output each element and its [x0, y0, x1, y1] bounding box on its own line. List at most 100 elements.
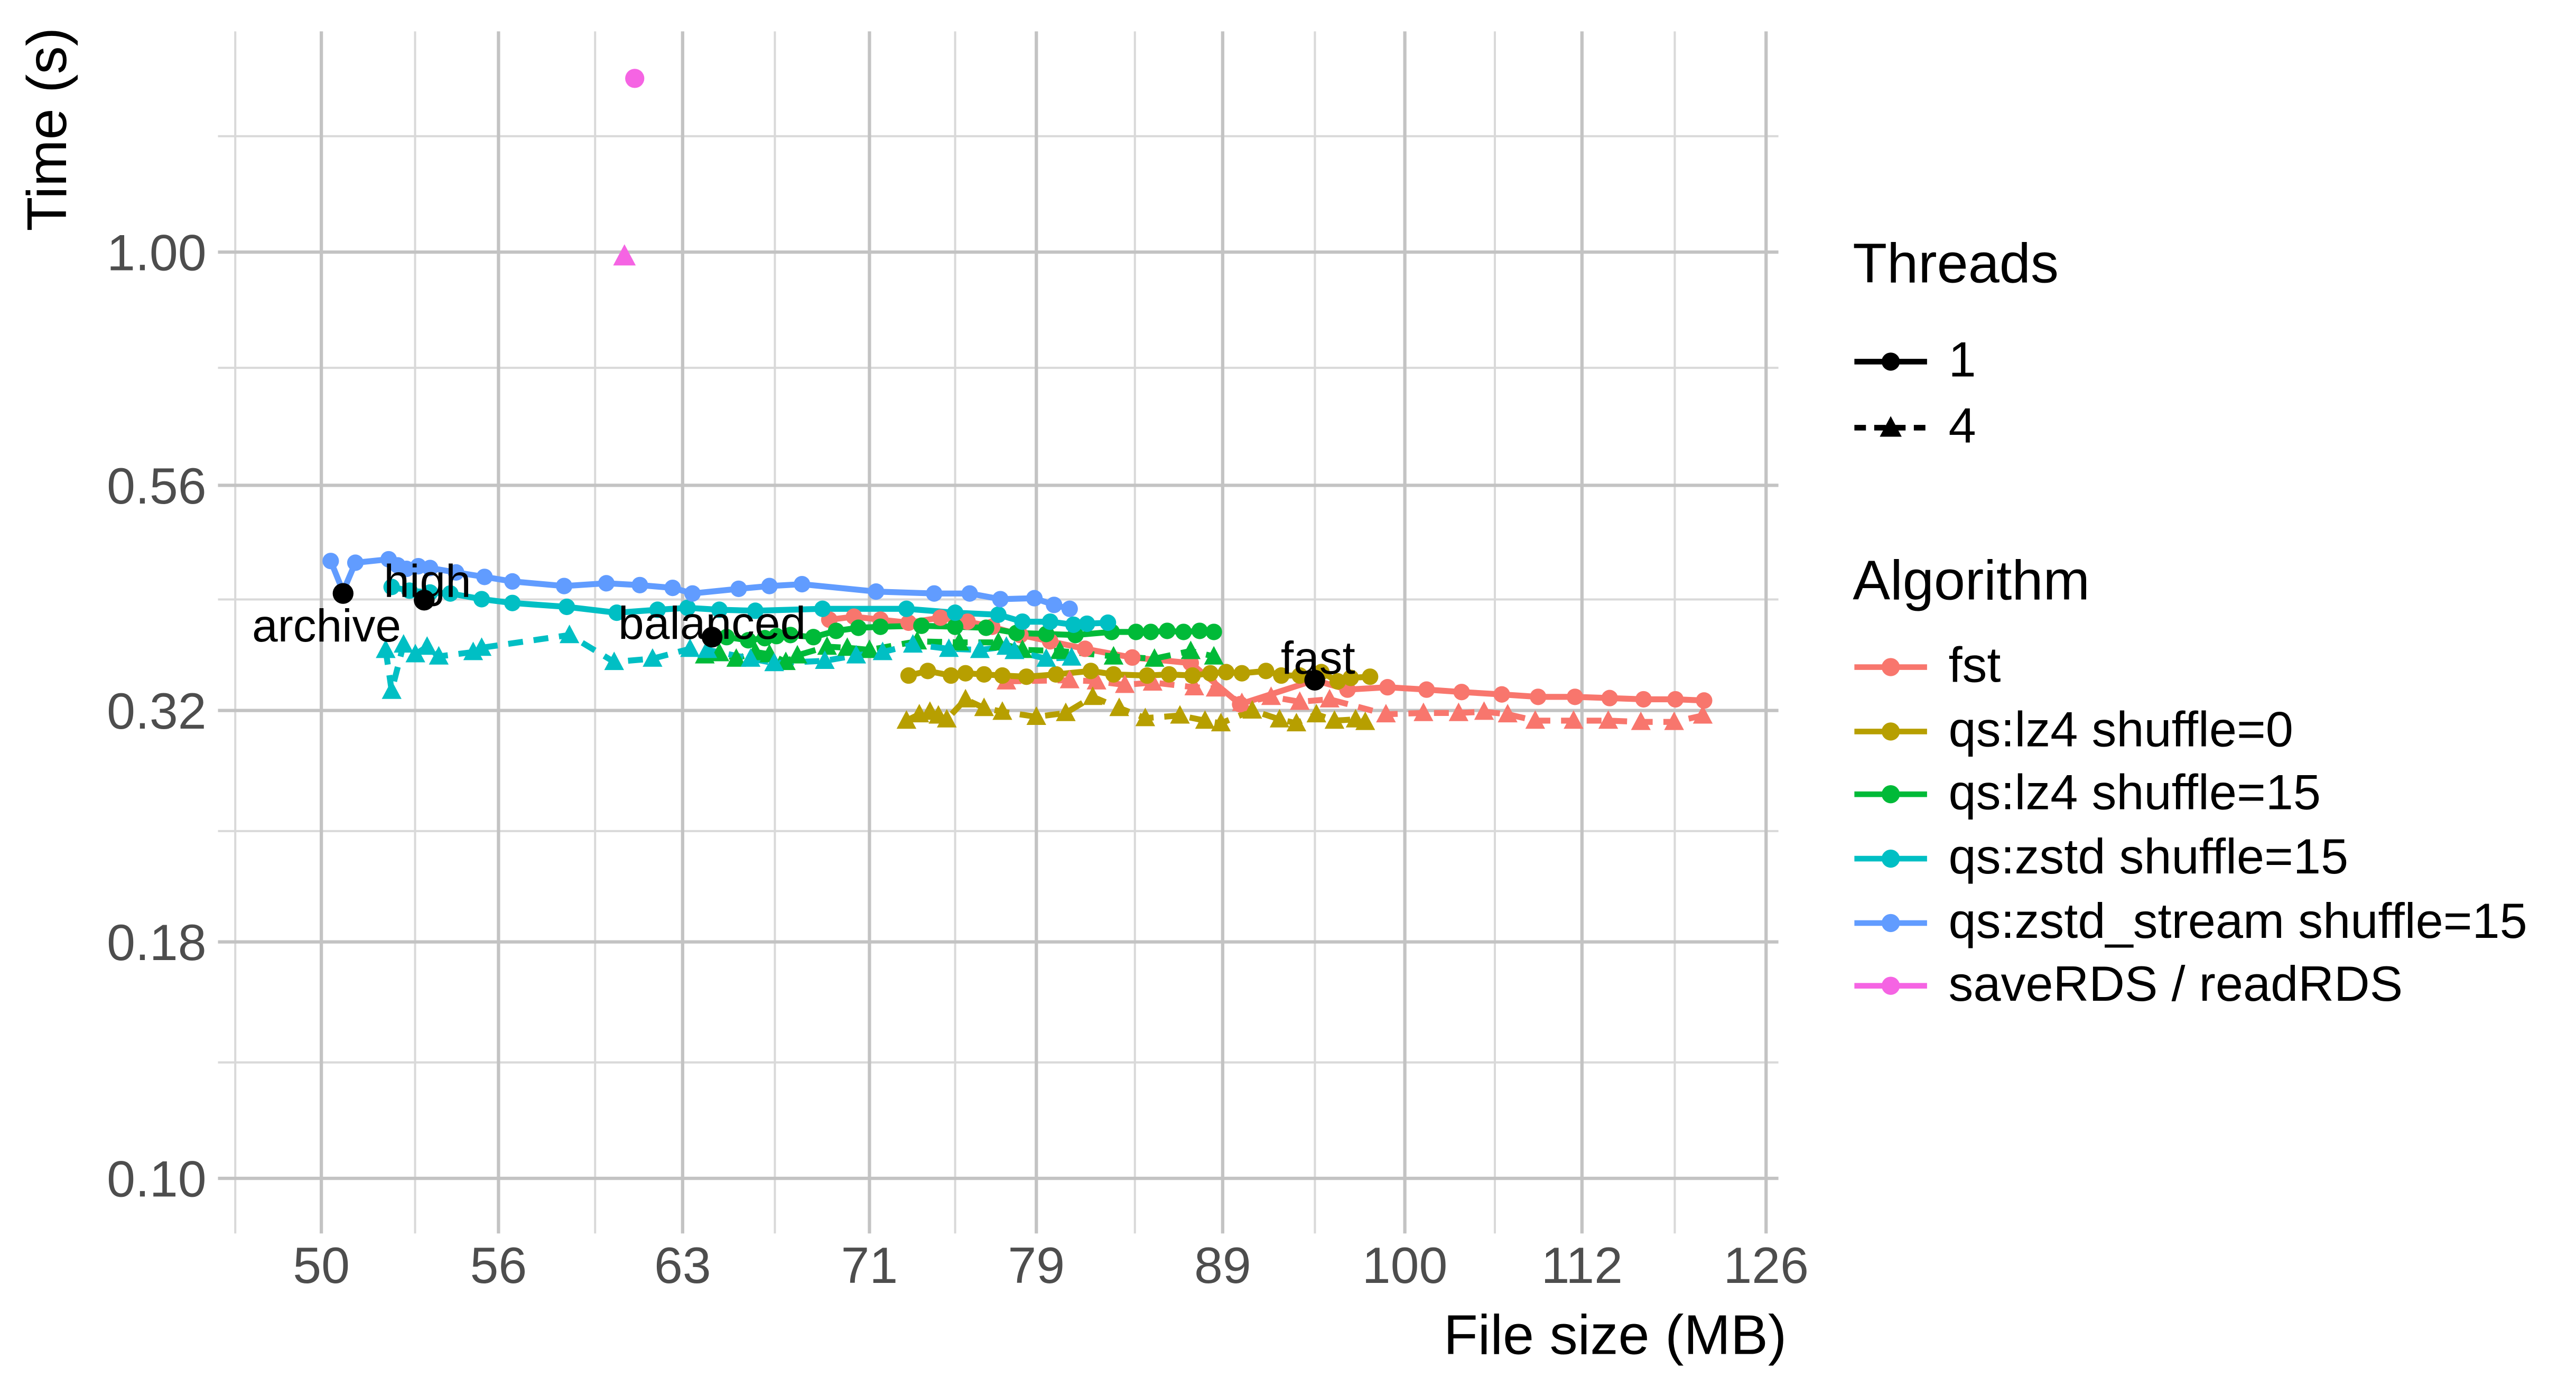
- legend-key-triangle: [1854, 416, 1927, 437]
- marker-qs-zstd-shuffle-15-t4: [903, 634, 923, 653]
- marker-qs-lz4-shuffle-15-t1: [913, 617, 930, 634]
- marker-qs-zstd-shuffle-15-t4: [405, 644, 425, 663]
- marker-qs-zstd-shuffle-15-t4: [846, 645, 867, 664]
- svg-text:63: 63: [654, 1236, 711, 1294]
- marker-qs-lz4-shuffle-15-t4: [817, 636, 837, 655]
- legend-item-threads-1: 1: [1853, 329, 2563, 395]
- marker-qs-zstd-shuffle-15-t4: [697, 639, 718, 658]
- marker-qs-lz4-shuffle-15-t1: [978, 619, 994, 636]
- marker-qs-lz4-shuffle-0-t4: [1355, 711, 1375, 730]
- marker-qs-zstd-shuffle-15-t4: [643, 648, 663, 667]
- marker-qs-zstd-shuffle-15-t1: [1078, 615, 1095, 632]
- marker-qs-lz4-shuffle-0-t1: [975, 666, 992, 683]
- marker-qs-zstd-shuffle-15-t4: [429, 646, 449, 665]
- legend-item-qs-lz4-shuffle-0: qs:lz4 shuffle=0: [1853, 700, 2563, 764]
- marker-qs-zstd-shuffle-15-t4: [740, 648, 761, 667]
- marker-qs-lz4-shuffle-0-t1: [900, 667, 917, 684]
- x-axis-title: File size (MB): [1444, 1304, 1787, 1366]
- marker-qs-zstd-stream-shuffle-15-t1: [631, 576, 648, 593]
- preset-label-archive: archive: [252, 600, 401, 651]
- marker-qs-zstd-shuffle-15-t4: [604, 651, 624, 671]
- marker-qs-lz4-shuffle-0-t1: [1139, 667, 1156, 684]
- marker-fst-t1: [1418, 681, 1435, 698]
- marker-qs-zstd-stream-shuffle-15-t1: [1046, 597, 1063, 613]
- marker-qs-zstd-shuffle-15-t1: [814, 600, 831, 617]
- marker-qs-lz4-shuffle-0-t1: [1160, 666, 1178, 683]
- marker-qs-lz4-shuffle-0-t1: [1202, 665, 1219, 682]
- marker-qs-lz4-shuffle-0-t1: [1047, 666, 1065, 683]
- legend-key-circle: [1854, 352, 1927, 371]
- marker-qs-lz4-shuffle-15-t1: [768, 628, 785, 645]
- legend-item-fst: fst: [1853, 636, 2563, 700]
- marker-fst-t4: [1319, 688, 1340, 708]
- marker-fst-t1: [1076, 640, 1094, 657]
- preset-dot-balanced: [701, 627, 723, 648]
- marker-fst-t1: [1696, 692, 1713, 709]
- marker-qs-lz4-shuffle-15-t1: [1205, 623, 1222, 640]
- marker-qs-zstd-shuffle-15-t4: [815, 650, 835, 669]
- marker-qs-lz4-shuffle-0-t1: [943, 667, 960, 684]
- legend-key-circle: [1854, 722, 1927, 741]
- marker-qs-lz4-shuffle-15-t1: [946, 618, 964, 635]
- marker-fst-t1: [1530, 688, 1547, 705]
- marker-qs-zstd-shuffle-15-t4: [394, 634, 414, 653]
- preset-dot-high: [414, 590, 435, 611]
- marker-qs-zstd-stream-shuffle-15-t1: [664, 579, 681, 597]
- marker-qs-zstd-shuffle-15-t1: [946, 604, 964, 621]
- marker-qs-zstd-shuffle-15-t1: [504, 594, 521, 611]
- marker-saveRDS-readRDS-t4: [613, 244, 636, 266]
- marker-qs-zstd-stream-shuffle-15-t1: [684, 585, 701, 602]
- marker-qs-lz4-shuffle-0-t1: [1329, 673, 1346, 690]
- marker-fst-t4: [1184, 676, 1204, 696]
- marker-qs-lz4-shuffle-15-t4: [1103, 646, 1124, 665]
- x-tick-labels: 50 56 63 71 79 89 100 112 126: [293, 1236, 1809, 1294]
- marker-qs-zstd-shuffle-15-t4: [382, 680, 402, 699]
- marker-fst-t1: [900, 614, 917, 631]
- marker-qs-lz4-shuffle-15-t1: [1142, 623, 1159, 640]
- marker-qs-lz4-shuffle-0-t4: [1306, 704, 1326, 723]
- marker-qs-lz4-shuffle-0-t1: [1217, 664, 1235, 681]
- marker-fst-t4: [1692, 705, 1713, 724]
- marker-qs-zstd-stream-shuffle-15-t1: [347, 554, 364, 571]
- svg-text:71: 71: [841, 1236, 898, 1294]
- marker-qs-zstd-stream-shuffle-15-t1: [598, 575, 615, 592]
- marker-fst-t4: [1115, 674, 1135, 693]
- marker-qs-lz4-shuffle-0-t1: [1018, 668, 1035, 685]
- marker-qs-lz4-shuffle-0-t1: [1362, 668, 1379, 685]
- marker-qs-zstd-shuffle-15-t4: [680, 638, 700, 657]
- marker-qs-zstd-stream-shuffle-15-t1: [761, 578, 778, 594]
- line-fst-t4: [1006, 677, 1704, 725]
- marker-fst-t1: [932, 609, 949, 626]
- svg-text:112: 112: [1541, 1236, 1623, 1294]
- marker-qs-zstd-stream-shuffle-15-t1: [961, 585, 978, 602]
- legend-algorithm-title: Algorithm: [1853, 550, 2090, 613]
- marker-qs-lz4-shuffle-0-t4: [1056, 702, 1076, 721]
- marker-qs-lz4-shuffle-15-t4: [1204, 646, 1224, 665]
- legend-item-label: saveRDS / readRDS: [1948, 958, 2403, 1013]
- marker-qs-zstd-shuffle-15-t1: [608, 604, 625, 621]
- preset-dot-fast: [1304, 669, 1325, 691]
- marker-qs-zstd-shuffle-15-t4: [1005, 640, 1025, 659]
- marker-saveRDS-readRDS-t1: [625, 69, 645, 88]
- marker-qs-lz4-shuffle-0-t1: [1258, 663, 1275, 679]
- legend-item-threads-4: 4: [1853, 395, 2563, 461]
- marker-qs-zstd-shuffle-15-t1: [990, 606, 1007, 623]
- marker-qs-lz4-shuffle-0-t4: [1135, 708, 1156, 727]
- marker-fst-t1: [1601, 690, 1618, 706]
- marker-qs-lz4-shuffle-0-t4: [1269, 709, 1290, 728]
- marker-qs-zstd-stream-shuffle-15-t1: [476, 569, 493, 585]
- marker-qs-lz4-shuffle-0-t4: [1109, 697, 1129, 716]
- preset-label-balanced: balanced: [618, 597, 806, 649]
- marker-qs-zstd-shuffle-15-t1: [649, 601, 666, 618]
- marker-qs-lz4-shuffle-0-t4: [1026, 706, 1046, 725]
- marker-qs-lz4-shuffle-15-t1: [782, 627, 799, 644]
- svg-text:1.00: 1.00: [107, 224, 207, 281]
- marker-fst-t4: [1564, 710, 1584, 729]
- marker-fst-t1: [1453, 684, 1470, 701]
- marker-fst-t4: [1232, 692, 1252, 711]
- marker-qs-lz4-shuffle-15-t4: [1050, 640, 1070, 659]
- marker-qs-zstd-shuffle-15-t1: [473, 591, 490, 608]
- marker-qs-lz4-shuffle-0-t1: [1184, 667, 1201, 684]
